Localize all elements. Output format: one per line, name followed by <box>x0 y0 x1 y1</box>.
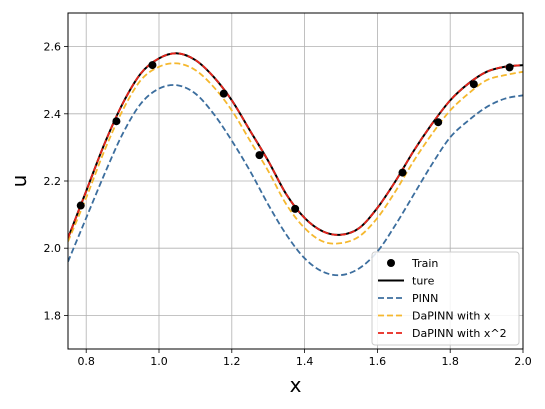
x-tick-label: 1.4 <box>296 355 314 368</box>
train-point <box>505 63 514 72</box>
train-point <box>255 151 264 160</box>
train-point <box>291 204 300 213</box>
series-lines <box>68 52 523 277</box>
series-line-dapinn-with-x <box>68 62 523 245</box>
y-tick-label: 2.2 <box>44 175 62 188</box>
legend-label-pinn: PINN <box>412 292 438 305</box>
train-point <box>148 61 157 70</box>
legend: Train ture PINN DaPINN with x DaPINN with x^… <box>371 251 520 346</box>
x-axis-title: x <box>290 373 302 397</box>
grid-lines <box>68 13 524 349</box>
legend-label-ture: ture <box>412 275 435 288</box>
x-tick-label: 2.0 <box>514 355 532 368</box>
legend-label-dapinn-with-x: DaPINN with x <box>412 310 491 323</box>
train-point <box>76 201 85 210</box>
y-axis-title: u <box>7 175 31 188</box>
x-tick-label: 1.0 <box>150 355 168 368</box>
y-tick-label: 2.6 <box>44 41 62 54</box>
train-point <box>219 89 228 98</box>
x-tick-label: 1.6 <box>369 355 387 368</box>
axis-ticks: 0.8 1.0 1.2 1.4 1.6 1.8 2.0 1.8 2.0 2.2 2.4 2.6 <box>44 41 532 368</box>
series-line-dapinn-with-x-2 <box>68 52 523 239</box>
y-tick-label: 2.4 <box>44 108 62 121</box>
y-tick-label: 1.8 <box>44 309 62 322</box>
train-point <box>112 117 121 126</box>
x-tick-label: 1.2 <box>223 355 241 368</box>
train-point <box>434 118 443 127</box>
y-tick-label: 2.0 <box>44 242 62 255</box>
legend-box <box>371 251 520 346</box>
series-line-pinn <box>68 84 523 277</box>
x-tick-label: 0.8 <box>77 355 95 368</box>
x-tick-label: 1.8 <box>441 355 459 368</box>
legend-label-train: Train <box>411 257 438 270</box>
train-point <box>398 168 407 177</box>
legend-label-dapinn-with-x-2: DaPINN with x^2 <box>412 327 507 340</box>
legend-marker-train <box>387 259 395 267</box>
train-point <box>469 80 478 89</box>
train-points <box>76 61 514 213</box>
